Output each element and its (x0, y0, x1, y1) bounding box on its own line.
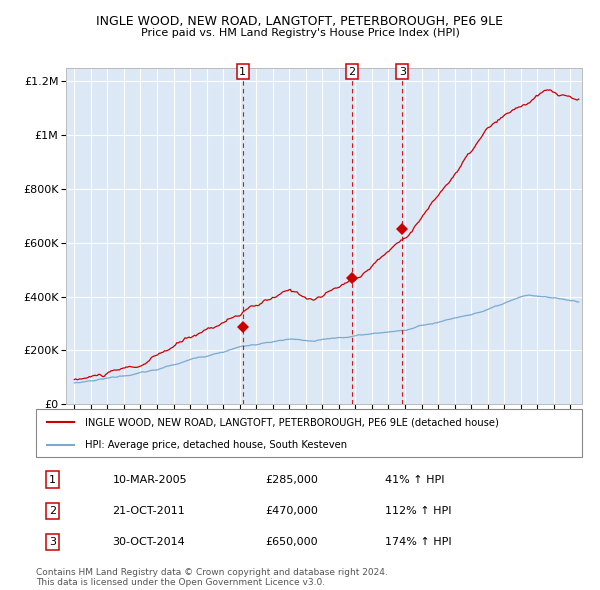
Text: 112% ↑ HPI: 112% ↑ HPI (385, 506, 452, 516)
Text: 3: 3 (49, 537, 56, 547)
Text: INGLE WOOD, NEW ROAD, LANGTOFT, PETERBOROUGH, PE6 9LE (detached house): INGLE WOOD, NEW ROAD, LANGTOFT, PETERBOR… (85, 417, 499, 427)
Text: 2: 2 (349, 67, 356, 77)
Text: 3: 3 (399, 67, 406, 77)
FancyBboxPatch shape (36, 409, 582, 457)
Text: 1: 1 (49, 474, 56, 484)
Text: HPI: Average price, detached house, South Kesteven: HPI: Average price, detached house, Sout… (85, 440, 347, 450)
Text: 1: 1 (239, 67, 246, 77)
Text: 2: 2 (49, 506, 56, 516)
Text: INGLE WOOD, NEW ROAD, LANGTOFT, PETERBOROUGH, PE6 9LE: INGLE WOOD, NEW ROAD, LANGTOFT, PETERBOR… (97, 15, 503, 28)
Text: 10-MAR-2005: 10-MAR-2005 (112, 474, 187, 484)
Text: £650,000: £650,000 (265, 537, 318, 547)
Text: 21-OCT-2011: 21-OCT-2011 (112, 506, 185, 516)
Text: £285,000: £285,000 (265, 474, 318, 484)
Text: 30-OCT-2014: 30-OCT-2014 (112, 537, 185, 547)
Text: Contains HM Land Registry data © Crown copyright and database right 2024.
This d: Contains HM Land Registry data © Crown c… (36, 568, 388, 587)
Text: Price paid vs. HM Land Registry's House Price Index (HPI): Price paid vs. HM Land Registry's House … (140, 28, 460, 38)
Text: 41% ↑ HPI: 41% ↑ HPI (385, 474, 445, 484)
Text: £470,000: £470,000 (265, 506, 318, 516)
Text: 174% ↑ HPI: 174% ↑ HPI (385, 537, 452, 547)
